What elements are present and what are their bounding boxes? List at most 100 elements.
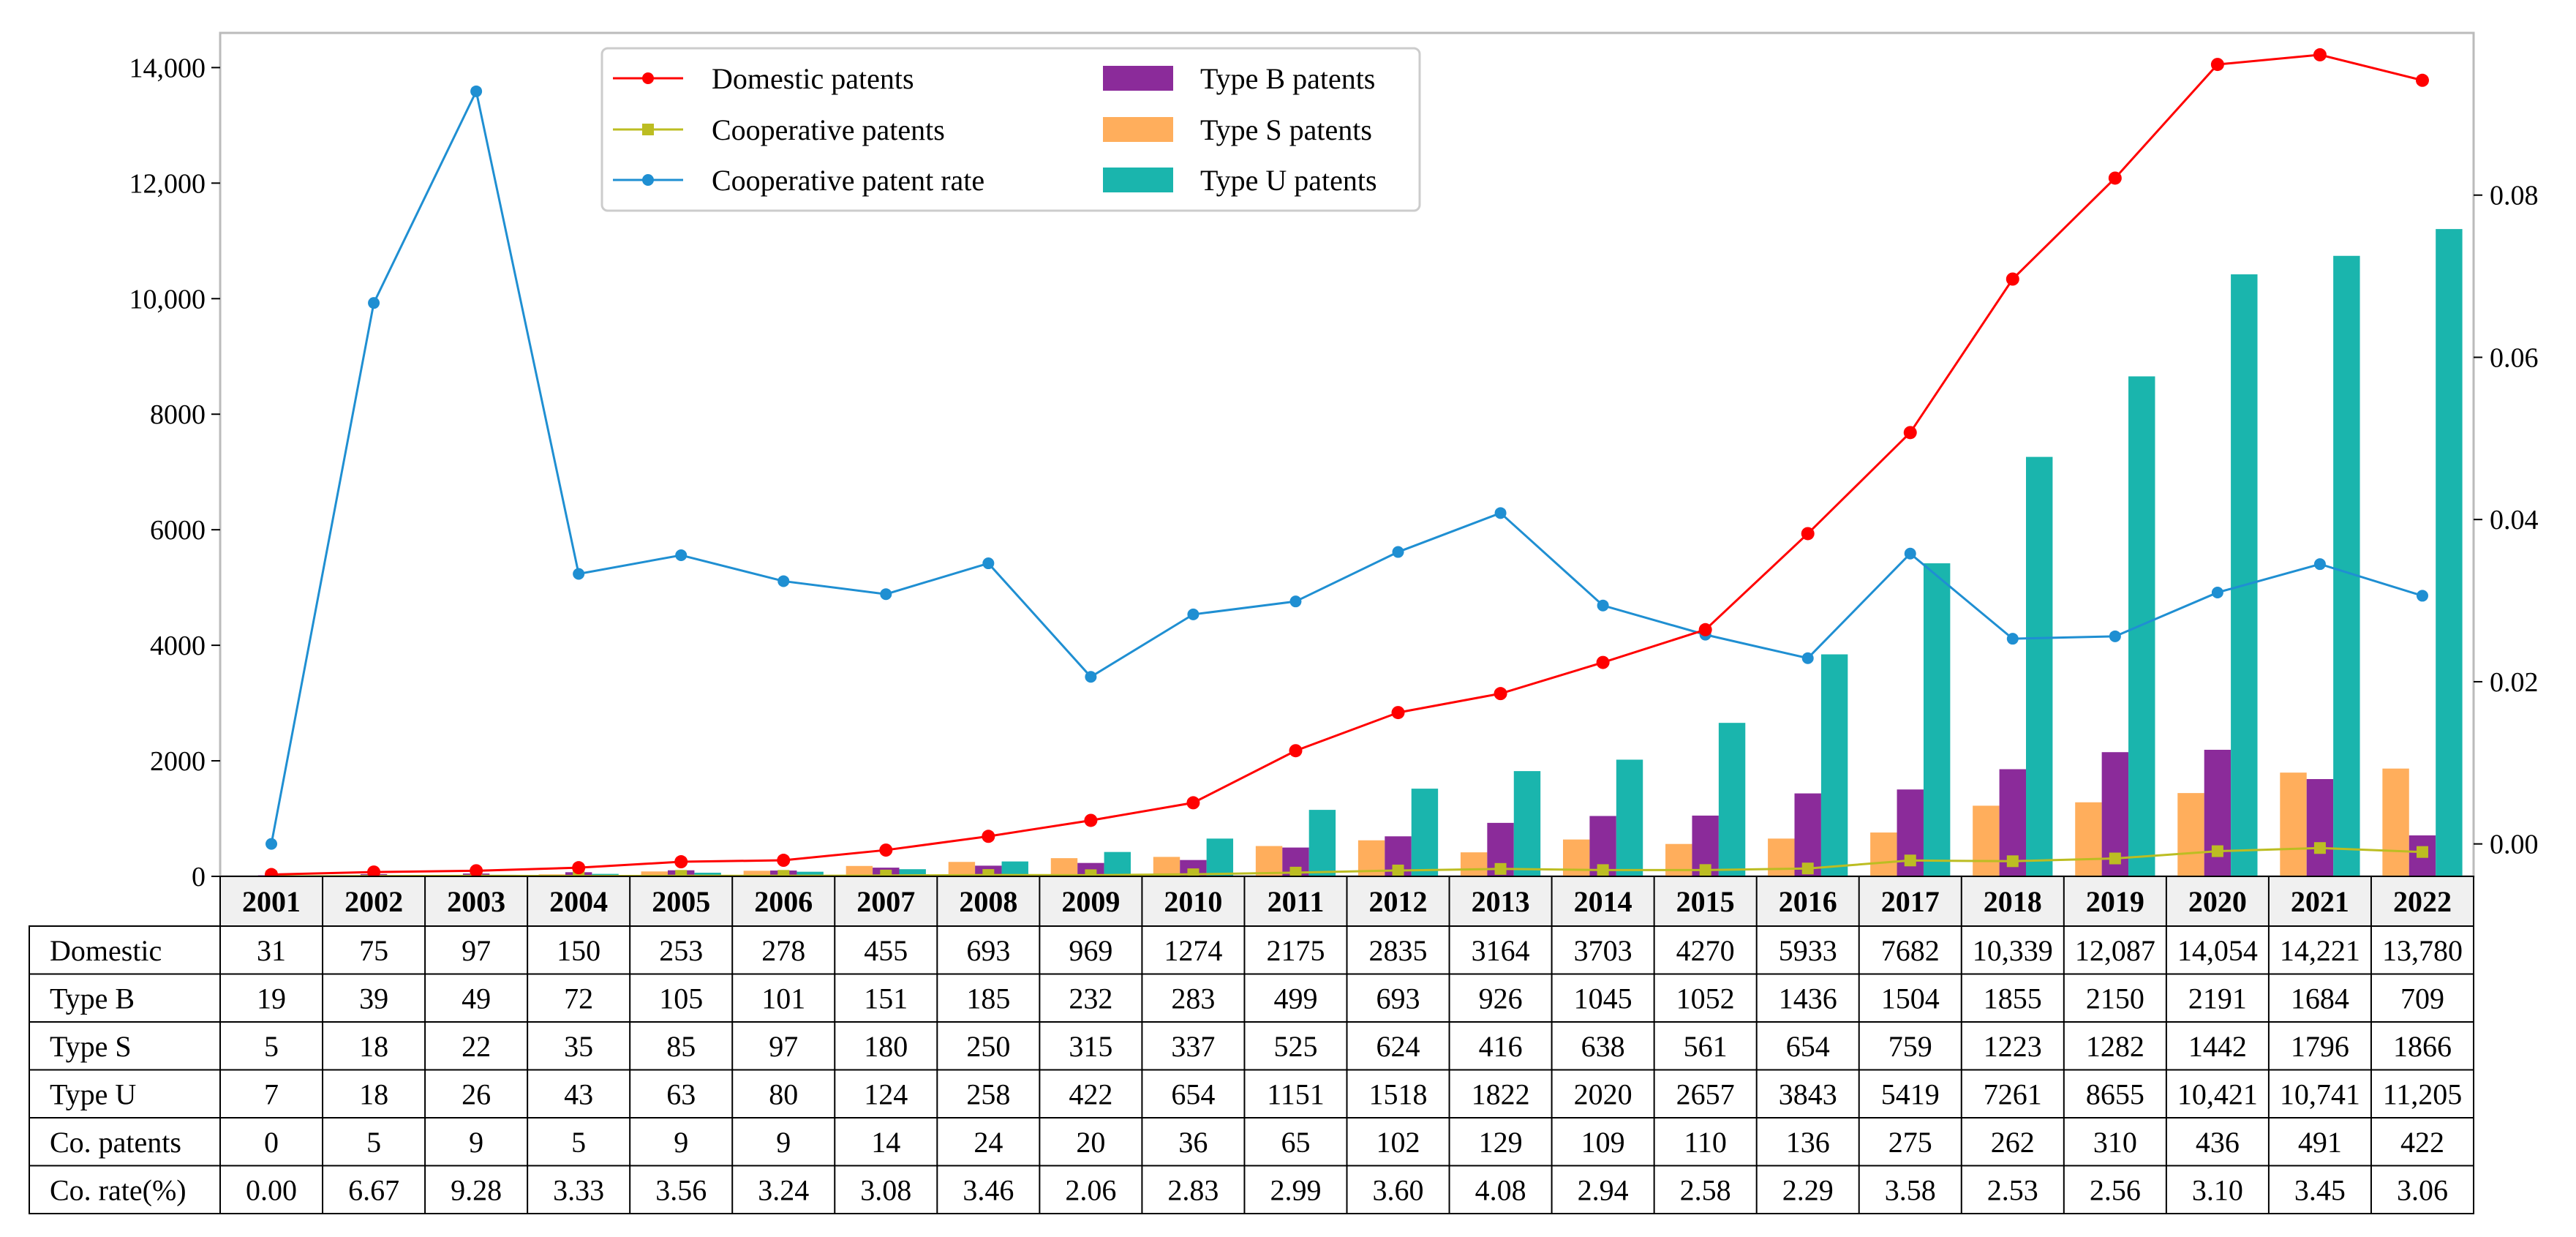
cooperative-patent-rate-point	[1597, 599, 1609, 612]
type-b-patents-legend-swatch	[1103, 66, 1173, 91]
table-cell: 72	[564, 982, 593, 1015]
row-label-type-b: Type B	[50, 982, 135, 1015]
table-cell: 5	[264, 1030, 279, 1063]
table-cell: 3.58	[1885, 1173, 1936, 1206]
table-cell: 7682	[1881, 934, 1940, 967]
cooperative-patent-rate-point	[1289, 595, 1302, 608]
table-cell: 310	[2093, 1126, 2137, 1159]
type-u-patents-bar	[1513, 771, 1541, 876]
year-header-2002: 2002	[344, 885, 403, 918]
table-cell: 14	[871, 1126, 900, 1159]
table-cell: 20	[1076, 1126, 1105, 1159]
table-cell: 278	[761, 934, 805, 967]
table-cell: 2.29	[1782, 1173, 1834, 1206]
right-axis: 0.00 0.02 0.04 0.06 0.08	[2474, 181, 2539, 860]
cooperative-patents-point	[1801, 862, 1814, 875]
table-cell: 49	[462, 982, 491, 1015]
cooperative-patents-point	[2211, 845, 2223, 857]
cooperative-patent-rate-point	[2313, 558, 2326, 571]
type-s-patents-bar	[1460, 852, 1488, 876]
table-cell: 3.33	[553, 1173, 604, 1206]
cooperative-patent-rate-legend-label: Cooperative patent rate	[712, 164, 984, 197]
table-cell: 129	[1479, 1126, 1523, 1159]
table-cell: 110	[1684, 1126, 1727, 1159]
cooperative-patents-point	[2416, 846, 2428, 858]
cooperative-patent-rate-point	[1392, 546, 1404, 558]
row-label-type-u: Type U	[50, 1078, 136, 1110]
type-s-patents-bar	[743, 871, 771, 876]
table-cell: 14,054	[2177, 934, 2258, 967]
cooperative-patent-rate-point	[573, 568, 585, 580]
table-cell: 63	[666, 1078, 696, 1110]
table-cell: 262	[1991, 1126, 2035, 1159]
cooperative-patent-rate-point	[1494, 507, 1507, 519]
table-cell: 65	[1281, 1126, 1310, 1159]
table-cell: 101	[761, 982, 805, 1015]
table-cell: 253	[659, 934, 703, 967]
type-u-patents-bar	[1308, 810, 1336, 876]
table-cell: 275	[1888, 1126, 1932, 1159]
table-cell: 2.53	[1987, 1173, 2038, 1206]
domestic-patents-point	[1698, 623, 1712, 636]
table-cell: 2.06	[1065, 1173, 1116, 1206]
cooperative-patent-rate-point	[880, 588, 892, 601]
domestic-patents-point	[674, 855, 688, 869]
table-cell: 3.45	[2294, 1173, 2346, 1206]
table-cell: 283	[1171, 982, 1215, 1015]
type-s-patents-bar	[1768, 838, 1795, 876]
type-u-patents-bar	[1718, 723, 1746, 876]
table-cell: 232	[1069, 982, 1112, 1015]
type-s-patents-legend-swatch	[1103, 117, 1173, 142]
table-cell: 150	[557, 934, 600, 967]
table-cell: 654	[1786, 1030, 1830, 1063]
type-b-patents-legend-label: Type B patents	[1200, 62, 1375, 95]
table-cell: 136	[1786, 1126, 1830, 1159]
table-cell: 102	[1376, 1126, 1420, 1159]
type-b-patents-bar	[2204, 749, 2232, 876]
cooperative-patents-point	[1494, 862, 1507, 875]
cooperative-patents-point	[1597, 864, 1609, 876]
type-b-patents-bar	[1794, 793, 1821, 876]
left-tick-label: 2000	[150, 746, 206, 777]
table-cell: 26	[462, 1078, 491, 1110]
table-cell: 43	[564, 1078, 593, 1110]
table-cell: 9	[776, 1126, 791, 1159]
cooperative-patent-rate-point	[2006, 633, 2019, 645]
table-cell: 709	[2400, 982, 2444, 1015]
table-cell: 97	[769, 1030, 798, 1063]
type-u-patents-bar	[1411, 789, 1439, 876]
cooperative-patent-rate-point	[1904, 547, 1916, 560]
type-b-patents-bar	[1180, 860, 1207, 876]
year-header-2012: 2012	[1369, 885, 1428, 918]
table-cell: 1822	[1472, 1078, 1530, 1110]
cooperative-patent-rate-point	[470, 85, 483, 97]
table-cell: 561	[1684, 1030, 1728, 1063]
table-cell: 11,205	[2383, 1078, 2463, 1110]
table-cell: 10,339	[1973, 934, 2053, 967]
cooperative-patent-rate-point	[1085, 671, 1097, 683]
year-header-2001: 2001	[242, 885, 301, 918]
table-cell: 75	[359, 934, 388, 967]
domestic-patents-point	[2108, 171, 2122, 185]
table-cell: 4.08	[1475, 1173, 1526, 1206]
year-header-2016: 2016	[1779, 885, 1837, 918]
table-cell: 3.60	[1373, 1173, 1424, 1206]
table-cell: 926	[1479, 982, 1523, 1015]
table-cell: 969	[1069, 934, 1112, 967]
table-cell: 0.00	[246, 1173, 297, 1206]
domestic-patents-point	[1801, 527, 1815, 541]
domestic-patents-point	[1494, 687, 1507, 701]
table-cell: 2.83	[1167, 1173, 1219, 1206]
table-cell: 416	[1479, 1030, 1523, 1063]
domestic-patents-legend-marker	[642, 72, 654, 84]
table-cell: 1442	[2188, 1030, 2247, 1063]
table-cell: 759	[1888, 1030, 1932, 1063]
left-tick-label: 12,000	[129, 168, 206, 199]
right-tick-label: 0.04	[2490, 505, 2539, 535]
type-u-patents-legend-label: Type U patents	[1200, 164, 1377, 197]
type-u-patents-bar	[1616, 759, 1643, 876]
domestic-patents-point	[572, 861, 586, 875]
type-s-patents-bar	[1870, 832, 1897, 876]
table-cell: 1282	[2086, 1030, 2144, 1063]
left-tick-label: 10,000	[129, 284, 206, 315]
